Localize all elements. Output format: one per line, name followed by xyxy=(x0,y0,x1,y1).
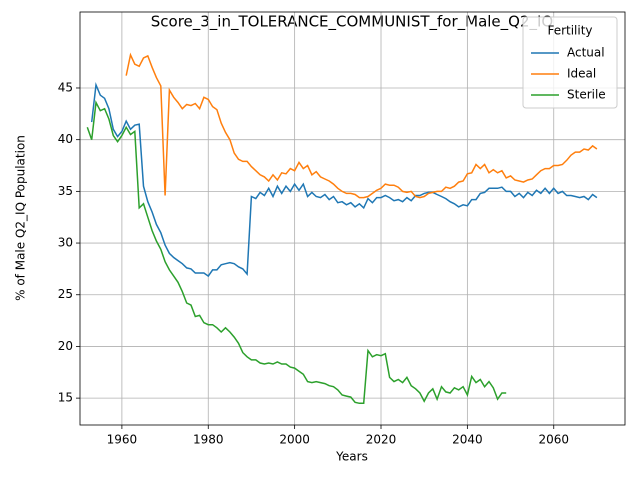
y-tick-label: 25 xyxy=(58,287,73,301)
x-tick-label: 2060 xyxy=(538,433,569,447)
x-tick-label: 1960 xyxy=(107,433,138,447)
y-tick-label: 35 xyxy=(58,184,73,198)
legend-label: Actual xyxy=(567,46,605,60)
series-line xyxy=(86,99,507,405)
chart-title: Score_3_in_TOLERANCE_COMMUNIST_for_Male_… xyxy=(151,13,554,32)
series-line xyxy=(125,52,598,199)
series-line xyxy=(90,81,598,278)
legend-title: Fertility xyxy=(547,24,592,38)
y-tick-label: 20 xyxy=(58,339,73,353)
plot-frame xyxy=(79,11,626,426)
y-axis-label: % of Male Q2_IQ Population xyxy=(14,135,28,301)
legend-box xyxy=(522,16,618,109)
x-tick-label: 2000 xyxy=(279,433,310,447)
y-tick-label: 45 xyxy=(58,80,73,94)
legend-label: Sterile xyxy=(567,88,606,102)
x-tick-label: 2020 xyxy=(366,433,397,447)
y-tick-label: 30 xyxy=(58,236,73,250)
x-tick-label: 1980 xyxy=(193,433,224,447)
x-tick-label: 2040 xyxy=(452,433,483,447)
legend: Fertility Actual Ideal Sterile xyxy=(522,16,618,109)
legend-label: Ideal xyxy=(567,67,596,81)
x-axis-label: Years xyxy=(335,450,368,464)
y-tick-label: 15 xyxy=(58,391,73,405)
y-tick-label: 40 xyxy=(58,132,73,146)
